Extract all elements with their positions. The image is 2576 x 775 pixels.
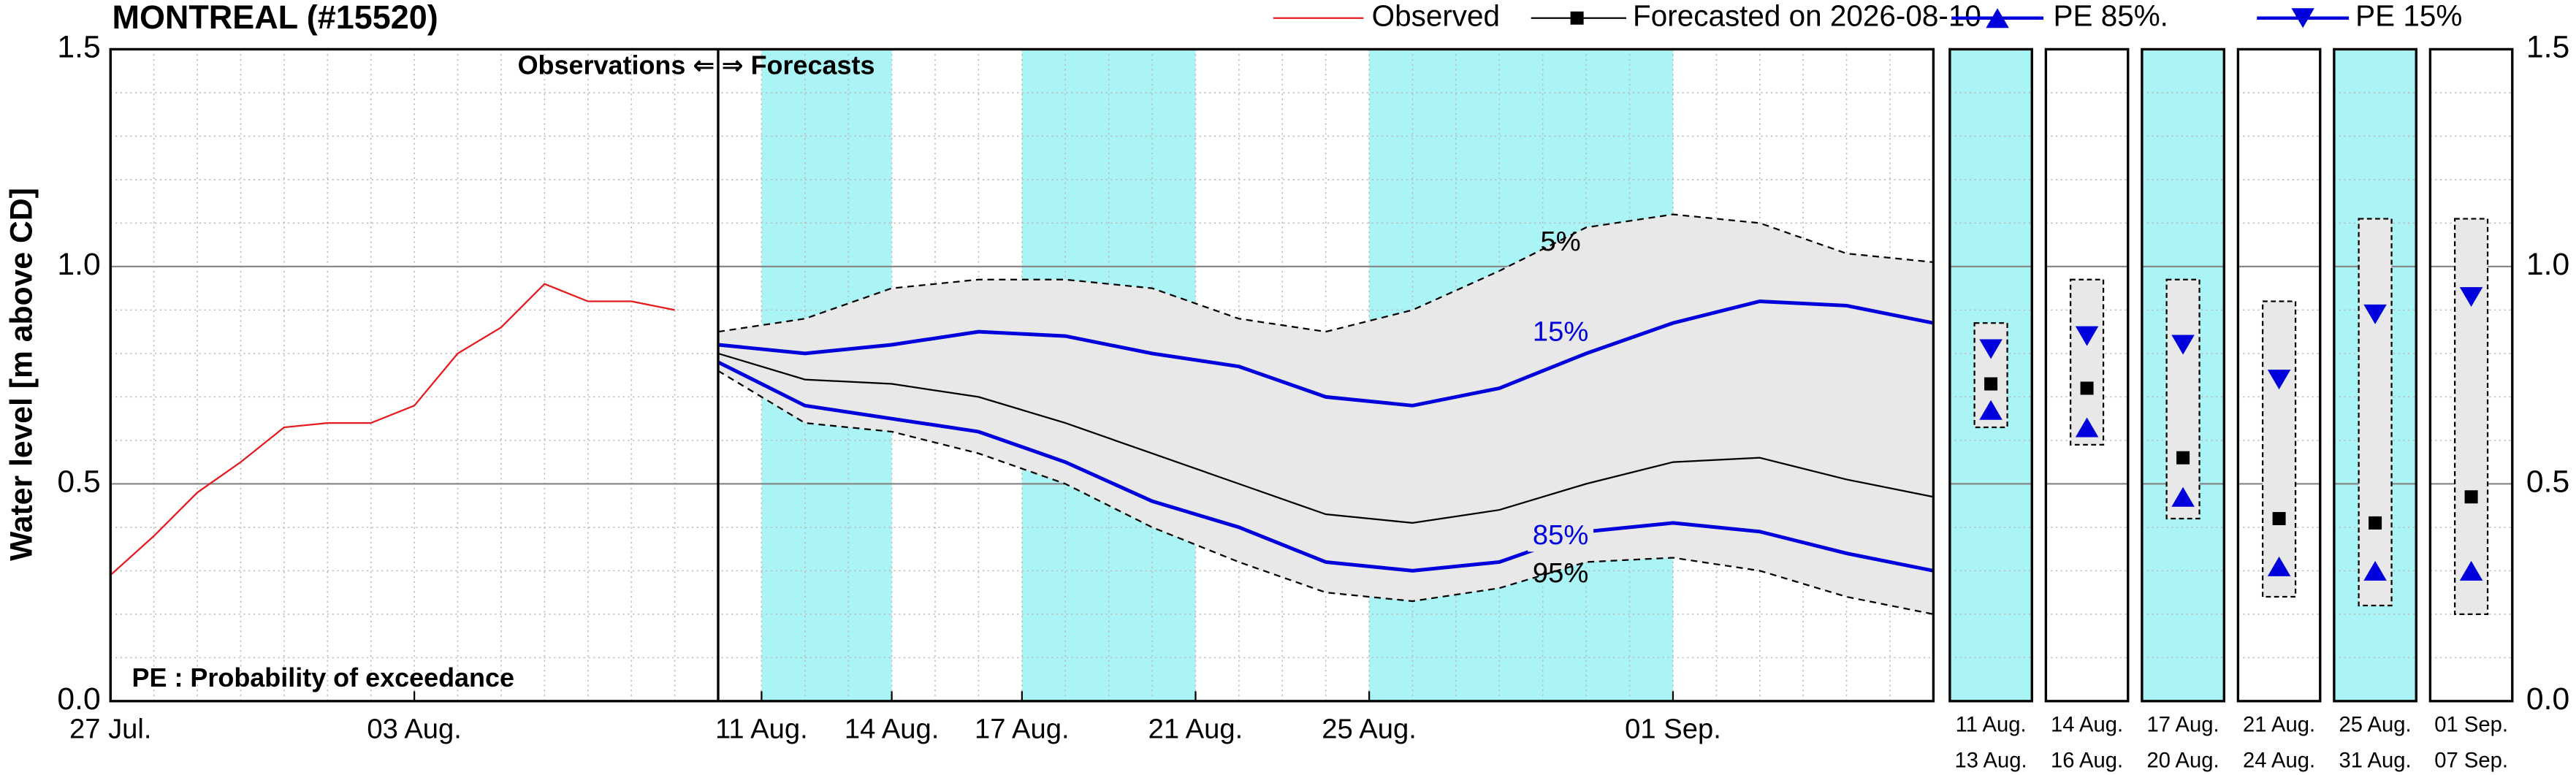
pe85-marker — [2459, 560, 2483, 581]
median-marker — [1984, 377, 1998, 391]
plot-frame — [109, 47, 1935, 703]
x-tick-label: 11 Aug. — [715, 713, 808, 744]
median-marker — [2080, 381, 2094, 395]
envelope-lower-label: 95% — [1533, 557, 1588, 589]
period-start-label: 11 Aug. — [1956, 713, 2027, 736]
legend-label: Forecasted on 2026-08-10 — [1633, 0, 1981, 32]
panel-frame — [2333, 47, 2417, 703]
annotation: PE : Probability of exceedance — [132, 663, 514, 692]
median-marker — [2464, 490, 2478, 504]
y-tick-label-right: 0.0 — [2526, 682, 2569, 717]
pe85-label: 85% — [1533, 519, 1588, 551]
y-tick-label: 1.5 — [57, 30, 100, 65]
panel-frame — [2044, 47, 2130, 703]
y-tick-label-right: 0.5 — [2526, 465, 2569, 500]
period-end-label: 20 Aug. — [2147, 749, 2219, 773]
panel-range — [2261, 300, 2297, 598]
median-marker — [2272, 511, 2286, 525]
x-tick-label: 03 Aug. — [367, 713, 462, 744]
legend-marker — [2291, 8, 2314, 28]
observed-line — [110, 283, 675, 576]
median-marker — [2369, 516, 2382, 530]
pe85-marker — [2363, 560, 2387, 581]
y-tick-label-right: 1.5 — [2526, 30, 2569, 65]
pe15-marker — [2459, 287, 2483, 308]
annotation: Observations ⇐ — [518, 50, 715, 80]
period-end-label: 16 Aug. — [2051, 749, 2123, 773]
annotation: ⇒ Forecasts — [721, 50, 874, 80]
pe85-marker — [2075, 417, 2099, 438]
panel-range — [2165, 278, 2200, 520]
period-end-label: 31 Aug. — [2339, 749, 2412, 773]
envelope-lower — [717, 370, 1934, 615]
period-start-label: 17 Aug. — [2147, 713, 2219, 736]
y-tick-label: 0.5 — [57, 465, 100, 500]
period-start-label: 14 Aug. — [2051, 713, 2123, 736]
legend-label: PE 85%. — [2054, 0, 2168, 32]
pe15-label: 15% — [1533, 316, 1588, 347]
x-tick-label: 01 Sep. — [1625, 713, 1721, 744]
pe15-marker — [2075, 326, 2099, 346]
legend-label: Observed — [1372, 0, 1500, 32]
panel-frame — [2236, 47, 2322, 703]
period-start-label: 25 Aug. — [2339, 713, 2412, 736]
label-bg — [1528, 318, 1594, 348]
pe85-line — [717, 360, 1934, 573]
pe85-marker — [2267, 556, 2291, 576]
label-bg — [1528, 522, 1594, 552]
envelope-upper-label: 5% — [1541, 226, 1581, 257]
pe15-marker — [2267, 370, 2291, 390]
pe15-line — [717, 299, 1934, 408]
period-start-label: 01 Sep. — [2434, 713, 2508, 736]
y-axis-label: Water level [m above CD] — [4, 188, 39, 561]
y-tick-label: 0.0 — [57, 682, 100, 717]
pe85-marker — [2171, 486, 2195, 507]
pe15-marker — [1979, 339, 2003, 359]
x-tick-label: 14 Aug. — [845, 713, 940, 744]
period-start-label: 21 Aug. — [2243, 713, 2315, 736]
panel-frame — [2428, 47, 2514, 703]
median-marker — [2176, 451, 2190, 465]
period-end-label: 24 Aug. — [2243, 749, 2315, 773]
median-line — [717, 352, 1934, 524]
panel-range — [2069, 278, 2105, 446]
legend-label: PE 15% — [2355, 0, 2462, 32]
envelope-fill — [717, 214, 1934, 614]
y-tick-label: 1.0 — [57, 247, 100, 282]
panel-range — [2453, 218, 2489, 615]
period-end-label: 07 Sep. — [2434, 749, 2508, 773]
panel-range — [2358, 218, 2393, 607]
x-tick-label: 25 Aug. — [1322, 713, 1417, 744]
panel-frame — [1948, 47, 2033, 703]
pe15-marker — [2171, 335, 2195, 355]
period-end-label: 13 Aug. — [1955, 749, 2027, 773]
panel-frame — [2141, 47, 2225, 703]
x-tick-label: 21 Aug. — [1148, 713, 1243, 744]
legend-marker — [1986, 8, 2009, 28]
chart-title: MONTREAL (#15520) — [113, 0, 438, 36]
legend-marker — [1570, 11, 1584, 25]
envelope-upper — [717, 213, 1934, 333]
x-tick-label: 17 Aug. — [975, 713, 1070, 744]
x-tick-label: 27 Jul. — [69, 713, 152, 744]
pe15-marker — [2363, 304, 2387, 324]
y-tick-label-right: 1.0 — [2526, 247, 2569, 282]
pe85-marker — [1979, 400, 2003, 420]
